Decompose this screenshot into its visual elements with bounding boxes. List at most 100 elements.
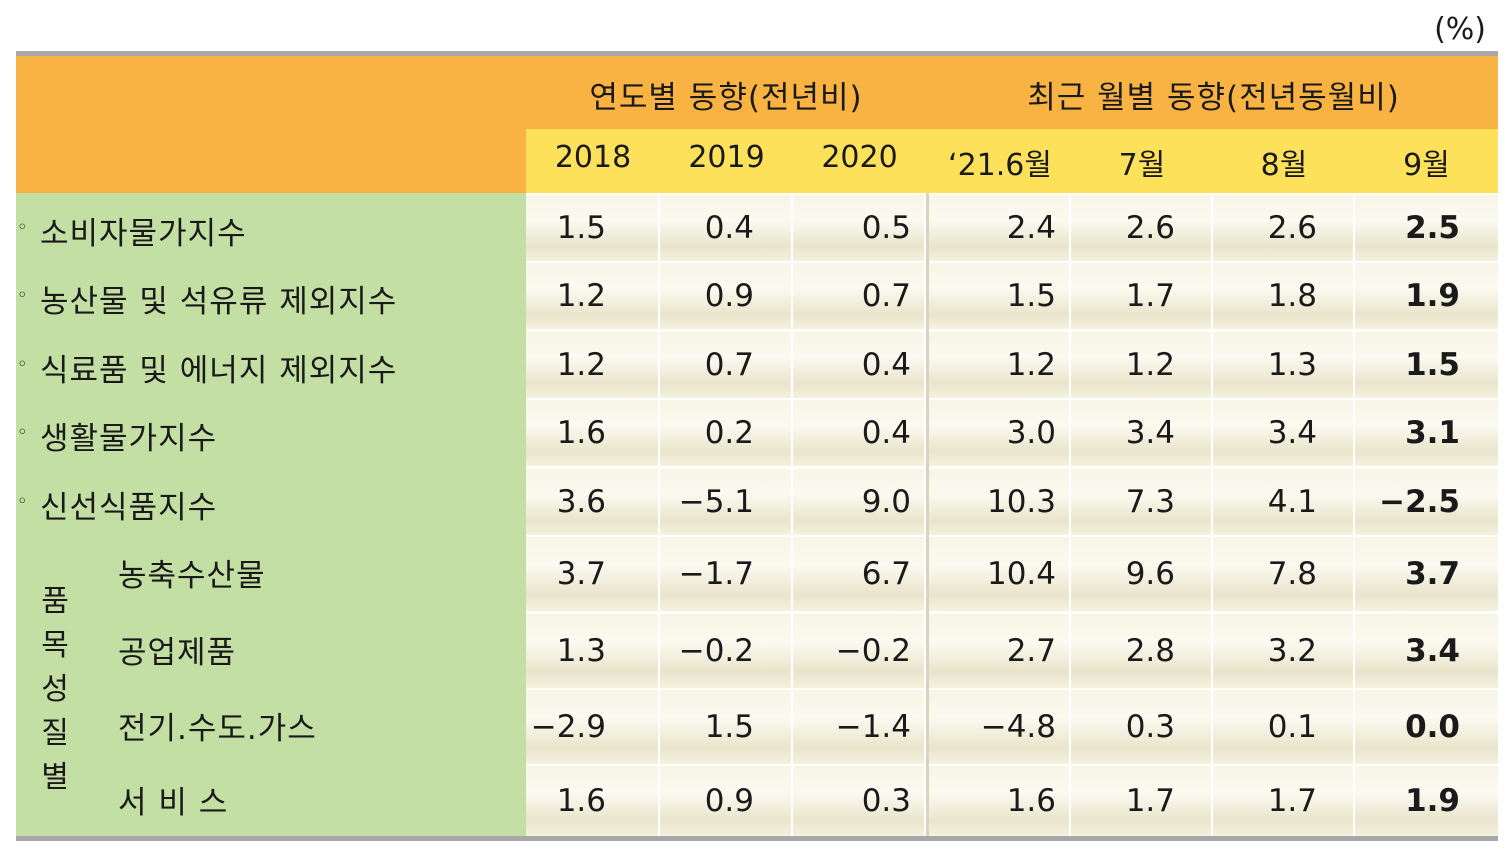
table-cell: −1.4 (793, 690, 924, 764)
table-cell: −2.5 (1355, 469, 1498, 535)
bullet-icon: ◦ (17, 491, 28, 512)
table-cell: 3.7 (526, 537, 658, 611)
row-label: 신선식품지수 (40, 490, 218, 526)
cell-value: 7.8 (1267, 556, 1317, 592)
cell-value: 1.7 (1125, 278, 1175, 314)
cell-value: −5.1 (678, 484, 754, 520)
column-header-2020: 2020 (821, 140, 898, 175)
cell-value: 3.4 (1125, 415, 1175, 451)
table-cell: 3.1 (1355, 400, 1498, 466)
cell-value: −1.7 (678, 556, 754, 592)
cell-value: 3.7 (1405, 556, 1460, 592)
cell-value: 0.9 (704, 278, 754, 314)
table-cell: 0.4 (793, 332, 924, 398)
cell-value: 4.1 (1267, 484, 1317, 520)
cell-value: 0.4 (861, 347, 911, 383)
table-cell: 7.3 (1071, 469, 1211, 535)
table-cell: −0.2 (660, 614, 791, 688)
table-cell: 1.5 (929, 263, 1069, 329)
table-cell: 9.6 (1071, 537, 1211, 611)
top-rule (16, 51, 1498, 56)
cell-value: 3.4 (1405, 633, 1460, 669)
row-label: 농산물 및 석유류 제외지수 (40, 284, 398, 320)
cell-value: 2.4 (1006, 210, 1056, 246)
table-cell: −1.7 (660, 537, 791, 611)
table-cell: 2.4 (929, 195, 1069, 261)
cell-value: 0.4 (704, 210, 754, 246)
column-header-2019: 2019 (688, 140, 765, 175)
group-char: 목 (41, 628, 69, 663)
table-cell: 1.6 (526, 400, 658, 466)
table-cell: 1.2 (1071, 332, 1211, 398)
table-cell: 1.2 (526, 332, 658, 398)
table-cell: 0.0 (1355, 690, 1498, 764)
cell-value: −0.2 (678, 633, 754, 669)
row-label: 농축수산물 (118, 558, 266, 594)
table-cell: 1.9 (1355, 263, 1498, 329)
table-cell: 3.0 (929, 400, 1069, 466)
table-cell: 10.3 (929, 469, 1069, 535)
table-cell: 3.4 (1355, 614, 1498, 688)
cell-value: −0.2 (835, 633, 911, 669)
group-char: 별 (41, 760, 69, 795)
cell-value: 7.3 (1125, 484, 1175, 520)
cell-value: 3.2 (1267, 633, 1317, 669)
annual-group-header: 연도별 동향(전년비) (589, 80, 863, 116)
row-label: 생활물가지수 (40, 421, 218, 457)
table-cell: 10.4 (929, 537, 1069, 611)
group-char: 질 (41, 716, 69, 751)
table-cell: 0.4 (660, 195, 791, 261)
table-cell: 7.8 (1213, 537, 1353, 611)
row-label: 소비자물가지수 (40, 216, 247, 252)
table-cell: 0.5 (793, 195, 924, 261)
row-label: 식료품 및 에너지 제외지수 (40, 353, 398, 389)
cell-value: 6.7 (861, 556, 911, 592)
column-divider (926, 193, 929, 836)
cell-value: 1.6 (556, 415, 606, 451)
table-cell: 2.6 (1213, 195, 1353, 261)
cell-value: 0.3 (1125, 709, 1175, 745)
table-cell: 6.7 (793, 537, 924, 611)
table-cell: 1.7 (1213, 766, 1353, 836)
table-cell: 2.8 (1071, 614, 1211, 688)
table-cell: 3.6 (526, 469, 658, 535)
cell-value: 3.6 (556, 484, 606, 520)
table-cell: 3.7 (1355, 537, 1498, 611)
cell-value: 3.7 (556, 556, 606, 592)
column-header-aug: 8월 (1260, 148, 1308, 183)
table-cell: 1.5 (526, 195, 658, 261)
table-cell: −2.9 (526, 690, 658, 764)
table-cell: 0.4 (793, 400, 924, 466)
cell-value: 1.3 (1267, 347, 1317, 383)
table-row: 3.6 −5.1 9.0 10.3 7.3 4.1 −2.5 (526, 469, 1498, 535)
bottom-rule (16, 836, 1498, 841)
cell-value: 1.2 (1006, 347, 1056, 383)
bullet-icon: ◦ (17, 217, 28, 238)
cell-value: 1.5 (704, 709, 754, 745)
cell-value: 2.5 (1405, 210, 1460, 246)
cell-value: 3.1 (1405, 415, 1460, 451)
label-column (16, 193, 526, 836)
cell-value: 2.8 (1125, 633, 1175, 669)
cell-value: 1.9 (1405, 783, 1460, 819)
table-cell: 1.7 (1071, 766, 1211, 836)
table-cell: 3.2 (1213, 614, 1353, 688)
cell-value: 1.7 (1125, 783, 1175, 819)
table-cell: 0.7 (793, 263, 924, 329)
table-row: 1.3 −0.2 −0.2 2.7 2.8 3.2 3.4 (526, 614, 1498, 688)
cell-value: 1.2 (556, 278, 606, 314)
cell-value: 10.3 (986, 484, 1056, 520)
table-row: 1.5 0.4 0.5 2.4 2.6 2.6 2.5 (526, 195, 1498, 261)
group-label-vertical: 품 목 성 질 별 (38, 580, 72, 800)
table-cell: 1.9 (1355, 766, 1498, 836)
cell-value: 9.0 (861, 484, 911, 520)
table-cell: 1.3 (1213, 332, 1353, 398)
cell-value: 1.5 (556, 210, 606, 246)
cell-value: 2.6 (1267, 210, 1317, 246)
cell-value: 1.5 (1006, 278, 1056, 314)
cell-value: −1.4 (835, 709, 911, 745)
cell-value: 0.7 (861, 278, 911, 314)
column-header-jul: 7월 (1118, 148, 1166, 183)
table-cell: −0.2 (793, 614, 924, 688)
table-cell: 0.3 (1071, 690, 1211, 764)
